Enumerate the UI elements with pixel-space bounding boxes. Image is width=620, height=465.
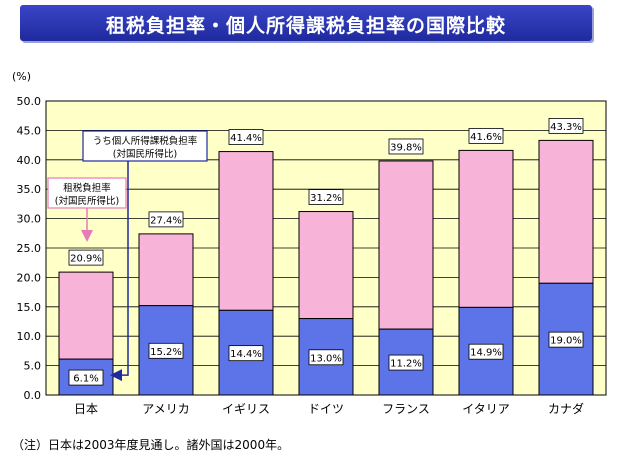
bar-total — [138, 233, 194, 307]
x-tick-label: 日本 — [74, 402, 98, 416]
income-data-label: 14.9% — [470, 348, 502, 359]
y-tick-label: 15.0 — [17, 301, 42, 314]
bar-total — [458, 149, 514, 308]
footnote: （注）日本は2003年度見通し。諸外国は2000年。 — [12, 438, 290, 452]
annotation-income-line2: (対国民所得比) — [113, 148, 177, 160]
total-data-label: 27.4% — [150, 215, 182, 226]
y-tick-label: 35.0 — [17, 183, 42, 196]
bar-total — [378, 160, 434, 330]
bar-total — [538, 139, 594, 284]
income-label-box — [388, 354, 424, 371]
y-tick-label: 5.0 — [24, 360, 42, 373]
x-tick-label: イタリア — [462, 402, 510, 416]
annotation-income-line1: うち個人所得課税負担率 — [93, 135, 198, 147]
annotation-income-arrow — [110, 161, 129, 382]
total-label-box — [148, 211, 184, 228]
total-data-label: 39.8% — [390, 142, 422, 153]
annotation-income-box — [82, 130, 208, 162]
income-data-label: 15.2% — [150, 347, 182, 358]
annotation-total-line2: (対国民所得比) — [55, 195, 119, 207]
income-label-box — [468, 343, 504, 360]
income-data-label: 6.1% — [73, 374, 98, 385]
annotation-total-box — [47, 177, 127, 209]
income-data-label: 13.0% — [310, 353, 342, 364]
total-label-box — [388, 138, 424, 155]
y-unit-label: (%) — [12, 70, 31, 83]
y-tick-label: 20.0 — [17, 271, 42, 284]
title-bar: 租税負担率・個人所得課税負担率の国際比較 — [20, 5, 592, 41]
y-tick-label: 30.0 — [17, 213, 42, 226]
income-data-label: 11.2% — [390, 359, 422, 370]
total-data-label: 43.3% — [550, 122, 582, 133]
x-tick-label: アメリカ — [142, 402, 189, 416]
bar-total — [218, 151, 274, 311]
y-tick-label: 10.0 — [17, 330, 42, 343]
income-label-box — [148, 342, 184, 359]
x-tick-label: イギリス — [222, 402, 270, 416]
y-tick-label: 40.0 — [17, 154, 42, 167]
income-label-box — [548, 331, 584, 348]
total-label-box — [68, 249, 104, 266]
y-tick-label: 0.0 — [24, 389, 42, 402]
bar-total — [298, 211, 354, 320]
x-tick-label: ドイツ — [308, 402, 344, 416]
bar-total — [58, 271, 114, 360]
total-label-box — [468, 127, 504, 144]
x-tick-label: カナダ — [548, 401, 584, 416]
y-tick-label: 45.0 — [17, 124, 42, 137]
chart-title: 租税負担率・個人所得課税負担率の国際比較 — [105, 15, 506, 37]
total-data-label: 41.4% — [230, 133, 262, 144]
total-label-box — [228, 129, 264, 145]
total-data-label: 41.6% — [470, 132, 502, 143]
y-tick-label: 25.0 — [17, 242, 42, 255]
income-label-box — [68, 369, 104, 386]
bar-income — [138, 305, 194, 396]
total-data-label: 31.2% — [310, 193, 342, 204]
income-data-label: 19.0% — [550, 336, 582, 347]
total-label-box — [548, 117, 584, 134]
income-data-label: 14.4% — [230, 349, 262, 360]
x-tick-label: フランス — [382, 402, 430, 416]
chart: 0.0 5.0 10.0 15.0 20.0 25.0 30.0 35.0 40.0 45.0 50… — [12, 70, 607, 416]
total-label-box — [308, 189, 344, 205]
y-tick-label: 50.0 — [17, 95, 42, 108]
income-label-box — [308, 349, 344, 366]
income-label-box — [228, 345, 264, 362]
annotation-total-line1: 租税負担率 — [63, 182, 111, 194]
total-data-label: 20.9% — [70, 254, 102, 265]
